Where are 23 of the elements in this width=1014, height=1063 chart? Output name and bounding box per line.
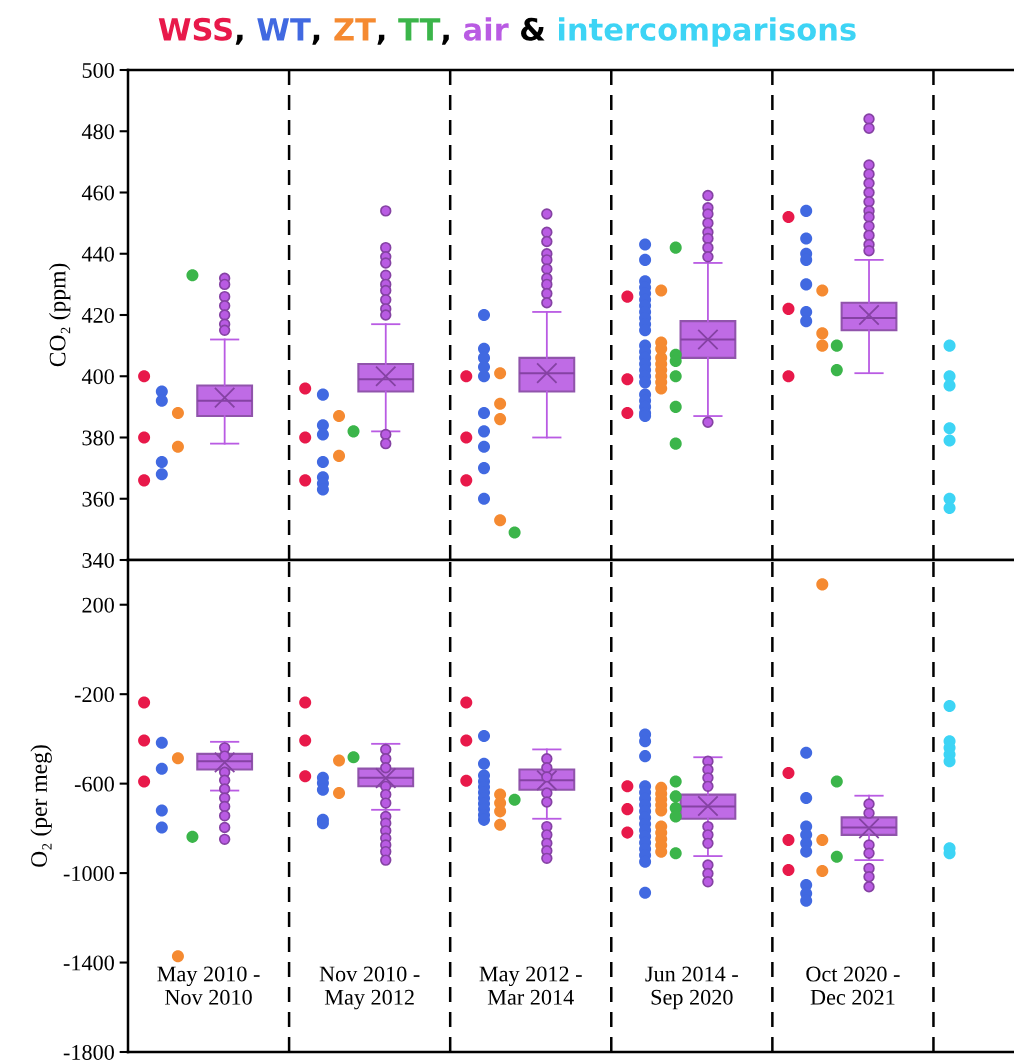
x-tick-label: May 2010 - Nov 2010 [157, 966, 260, 1005]
y-tick-label: 380 [82, 430, 114, 446]
y-tick-label: -200 [74, 687, 114, 703]
y-tick-label: 500 [82, 62, 114, 78]
y-axis-title: CO₂ (ppm) [48, 263, 71, 367]
y-tick-label: 460 [81, 185, 114, 201]
y-tick-label: 440 [81, 246, 114, 262]
y-tick-label: 420 [81, 307, 114, 323]
y-tick-label: 200 [82, 597, 114, 613]
y-tick-label: 340 [82, 552, 114, 568]
y-axis-title: O₂ (per meg) [30, 745, 52, 867]
chart-title: WSS, WT, ZT, TT, air & intercomparisons [158, 17, 856, 47]
y-tick-label: -1800 [63, 1044, 114, 1060]
y-tick-label: -1400 [63, 955, 114, 971]
y-tick-label: 400 [81, 369, 114, 385]
y-tick-label: -600 [74, 776, 114, 792]
y-tick-label: 360 [82, 491, 114, 507]
x-tick-label: Nov 2010 - May 2012 [319, 966, 420, 1010]
x-tick-label: May 2012 - Mar 2014 [479, 966, 582, 1005]
x-tick-label: Jun 2014 - Sep 2020 [645, 966, 738, 1010]
y-tick-label: -1000 [63, 866, 114, 882]
x-tick-label: Oct 2020 - Dec 2021 [806, 966, 900, 1005]
y-tick-label: 480 [81, 124, 114, 140]
